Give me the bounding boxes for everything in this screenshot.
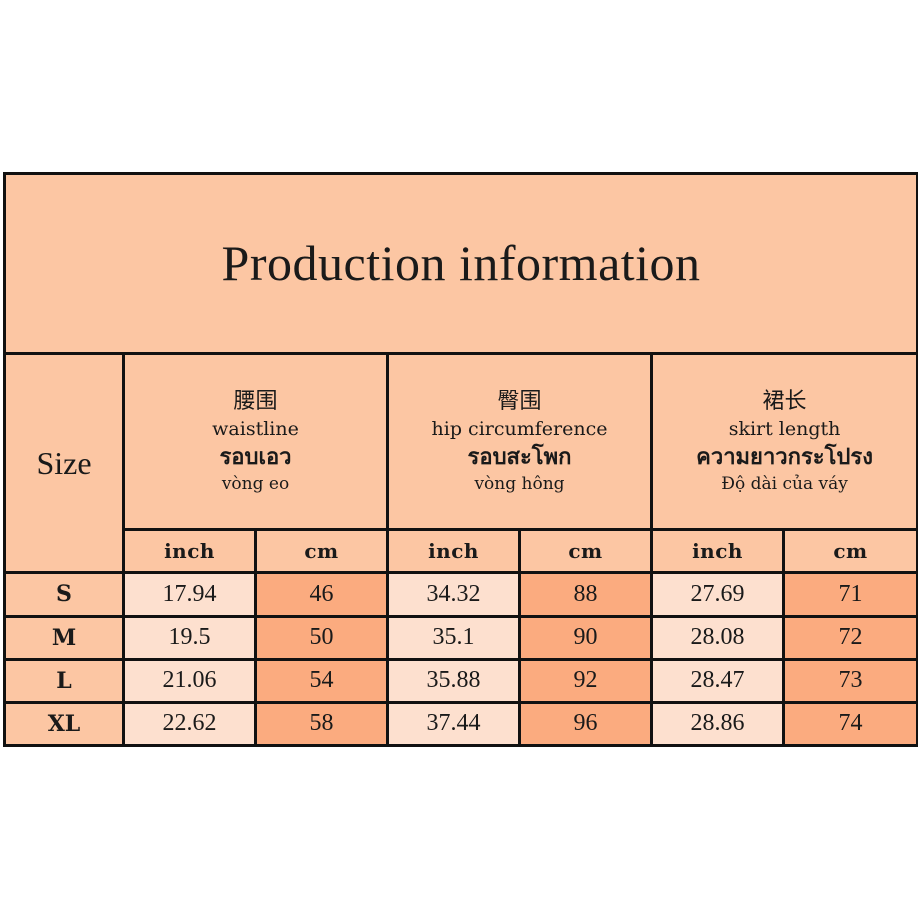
title-row: Production information (2, 172, 918, 355)
waistline-cm-value: 58 (254, 700, 389, 748)
measure-header-row: Size 腰围 waistline รอบเอว vòng eo 臀围 hip … (3, 351, 918, 575)
hip-inch-value: 35.88 (386, 657, 521, 704)
hip-header: 臀围 hip circumference รอบสะโพก vòng hông (386, 351, 653, 532)
hip-label-cn: 臀围 (497, 388, 542, 414)
hip-cm-value: 96 (518, 700, 653, 748)
waistline-inch-value: 19.5 (122, 614, 257, 661)
waistline-header: 腰围 waistline รอบเอว vòng eo (122, 351, 389, 532)
hip-cm-value: 92 (518, 657, 653, 704)
skirt-length-inch-value: 28.86 (650, 700, 785, 748)
skirt-length-cm-unit: cm (781, 528, 918, 575)
skirt-length-cm-value: 72 (781, 614, 918, 661)
waistline-cm-value: 50 (254, 614, 389, 661)
hip-cm-unit: cm (518, 528, 653, 575)
hip-cm-value: 90 (518, 614, 653, 661)
waistline-label-vi: vòng eo (221, 473, 290, 494)
table-row: XL 22.62 58 37.44 96 28.86 74 (3, 700, 918, 748)
hip-inch-value: 34.32 (386, 571, 521, 618)
waistline-inch-unit: inch (122, 528, 257, 575)
size-label: S (3, 571, 125, 618)
skirt-length-inch-value: 27.69 (650, 571, 785, 618)
size-label: XL (3, 700, 125, 748)
hip-inch-unit: inch (386, 528, 521, 575)
skirt-length-label-en: skirt length (728, 418, 841, 441)
size-label: L (3, 657, 125, 704)
hip-label-vi: vòng hông (474, 473, 565, 494)
skirt-length-label-cn: 裙长 (762, 388, 807, 414)
skirt-length-inch-value: 28.08 (650, 614, 785, 661)
skirt-length-inch-unit: inch (650, 528, 785, 575)
waistline-cm-unit: cm (254, 528, 389, 575)
waistline-inch-value: 22.62 (122, 700, 257, 748)
size-chart-table: Production information Size 腰围 waistline… (2, 172, 918, 748)
hip-label-en: hip circumference (431, 418, 608, 441)
skirt-length-cm-value: 73 (781, 657, 918, 704)
waistline-inch-value: 17.94 (122, 571, 257, 618)
skirt-length-label-vi: Độ dài của váy (721, 473, 848, 494)
waistline-cm-value: 54 (254, 657, 389, 704)
skirt-length-header: 裙长 skirt length ความยาวกระโปรง Độ dài củ… (649, 351, 918, 532)
waistline-inch-value: 21.06 (122, 657, 257, 704)
waistline-label-th: รอบเอว (219, 444, 292, 471)
waistline-label-en: waistline (212, 418, 299, 441)
skirt-length-label-th: ความยาวกระโปรง (696, 444, 873, 471)
skirt-length-inch-value: 28.47 (650, 657, 785, 704)
unit-header-row: inch cm inch cm inch cm (5, 528, 918, 575)
waistline-cm-value: 46 (254, 571, 389, 618)
table-row: S 17.94 46 34.32 88 27.69 71 (3, 571, 918, 618)
waistline-label-cn: 腰围 (233, 388, 278, 414)
hip-cm-value: 88 (518, 571, 653, 618)
hip-inch-value: 37.44 (386, 700, 521, 748)
hip-label-th: รอบสะโพก (467, 444, 572, 471)
table-row: L 21.06 54 35.88 92 28.47 73 (3, 657, 918, 704)
skirt-length-cm-value: 74 (781, 700, 918, 748)
size-column-header: Size (3, 351, 125, 575)
page-title: Production information (2, 172, 918, 355)
size-label: M (3, 614, 125, 661)
table-row: M 19.5 50 35.1 90 28.08 72 (3, 614, 918, 661)
skirt-length-cm-value: 71 (781, 571, 918, 618)
hip-inch-value: 35.1 (386, 614, 521, 661)
